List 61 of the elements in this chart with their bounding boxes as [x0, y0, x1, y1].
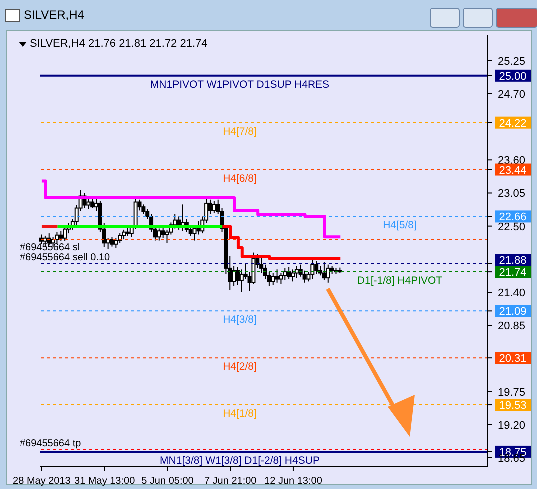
- candlestick: [86, 196, 91, 210]
- ref-line-label: #69455664 sell 0.10: [20, 252, 111, 264]
- ref-line-label: H4[1/8]: [223, 408, 258, 420]
- candlestick: [59, 230, 64, 242]
- y-tick-label: 22.66: [499, 212, 527, 224]
- y-tick-label: 19.53: [499, 400, 527, 412]
- x-tick-label: 5 Jun 05:00: [142, 476, 194, 487]
- x-tick-label: 7 Jun 21:00: [204, 476, 258, 487]
- y-tick-label: 20.85: [498, 320, 526, 333]
- candlestick: [63, 227, 68, 242]
- candlestick: [294, 266, 299, 279]
- candlestick: [192, 224, 197, 242]
- chart-subtitle: SILVER,H4 21.76 21.81 21.72 21.74: [30, 38, 208, 50]
- y-tick-label: 21.40: [498, 288, 526, 300]
- ref-line-label: MN1[3/8] W1[3/8] D1[-2/8] H4SUP: [160, 454, 320, 467]
- candlestick: [232, 266, 236, 287]
- y-tick-label: 21.88: [499, 255, 527, 268]
- ref-line-label: #69455664 sl: [20, 242, 80, 254]
- ref-line-label: H4[2/8]: [223, 361, 258, 374]
- ref-line-label: H4[5/8]: [383, 220, 418, 232]
- y-tick-label: 19.75: [498, 386, 526, 399]
- chart-title: SILVER,H4: [24, 8, 84, 22]
- ref-line-label: MN1PIVOT W1PIVOT D1SUP H4RES: [150, 78, 330, 91]
- candlestick: [142, 204, 146, 215]
- candlestick: [161, 226, 166, 239]
- candlestick: [157, 228, 162, 242]
- y-tick-label: 19.20: [498, 420, 526, 432]
- x-tick-label: 31 May 13:00: [74, 476, 136, 487]
- x-tick-label: 28 May 2013: [13, 476, 72, 487]
- x-tick-label: 12 Jun 13:00: [264, 476, 323, 487]
- ref-line-label: D1[-1/8] H4PIVOT: [357, 275, 444, 288]
- y-tick-label: 20.31: [499, 353, 527, 366]
- candlestick: [275, 269, 280, 284]
- y-tick-label: 22.50: [498, 221, 526, 234]
- candlestick: [287, 266, 292, 280]
- candlestick: [314, 260, 319, 275]
- y-tick-label: 24.70: [498, 88, 526, 101]
- y-tick-label: 21.09: [499, 306, 527, 318]
- ref-line-label: H4[7/8]: [223, 126, 258, 138]
- candlestick: [55, 232, 60, 245]
- candlestick: [196, 221, 201, 236]
- candlestick: [291, 269, 296, 282]
- y-tick-label: 24.22: [499, 118, 527, 130]
- candlestick: [122, 229, 126, 240]
- ref-line-label: #69455664 tp: [20, 438, 82, 450]
- candlestick: [326, 264, 330, 284]
- candlestick: [283, 268, 288, 281]
- candlestick: [322, 262, 326, 281]
- candlestick: [110, 236, 114, 248]
- y-tick-label: 23.60: [498, 155, 526, 168]
- candlestick: [271, 272, 276, 286]
- candlestick: [279, 272, 284, 285]
- candlestick: [212, 200, 216, 214]
- ref-line-label: H4[6/8]: [223, 172, 258, 185]
- y-tick-label: 25.00: [499, 70, 527, 83]
- y-tick-label: 23.05: [498, 188, 526, 200]
- y-tick-label: 25.25: [498, 56, 526, 68]
- candlestick: [114, 238, 118, 248]
- y-tick-label: 21.74: [499, 267, 527, 280]
- y-tick-label: 23.44: [499, 164, 527, 177]
- ref-line-label: H4[3/8]: [223, 314, 258, 326]
